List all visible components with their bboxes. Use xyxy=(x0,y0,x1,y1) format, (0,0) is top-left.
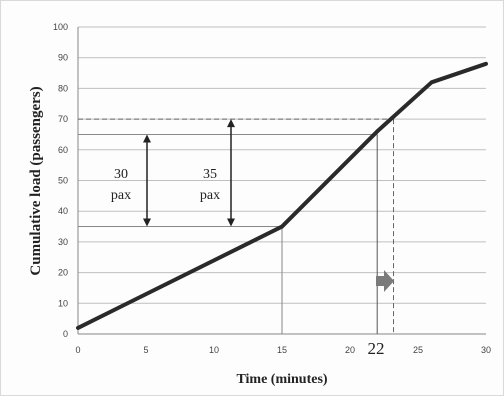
annotation-30-unit: pax xyxy=(111,188,131,203)
data-point xyxy=(430,80,434,84)
y-tick-label: 100 xyxy=(53,22,68,32)
y-tick-labels: 0 10 20 30 40 50 60 70 80 90 100 xyxy=(53,22,68,339)
x-tick-label: 20 xyxy=(345,345,355,355)
series-group xyxy=(76,61,488,330)
x-tick-label: 10 xyxy=(209,345,219,355)
x-tick-label: 30 xyxy=(481,345,491,355)
dimension-arrows xyxy=(143,119,235,227)
x-axis-title: Time (minutes) xyxy=(236,372,327,387)
y-tick-label: 70 xyxy=(58,114,68,124)
annotation-35-unit: pax xyxy=(200,188,220,203)
y-tick-label: 30 xyxy=(58,237,68,247)
x-tick-labels: 0 5 10 15 20 25 30 xyxy=(75,345,491,355)
dim-arrow-30-pax-head-top xyxy=(143,134,151,143)
y-tick-label: 80 xyxy=(58,83,68,93)
data-point xyxy=(484,62,488,66)
y-tick-label: 90 xyxy=(58,53,68,63)
annotation-30-number: 30 xyxy=(114,167,128,182)
x-tick-label: 25 xyxy=(413,345,423,355)
y-tick-label: 50 xyxy=(58,176,68,186)
x-tick-label: 0 xyxy=(75,345,80,355)
y-tick-label: 10 xyxy=(58,298,68,308)
y-tick-label: 0 xyxy=(63,329,68,339)
data-point xyxy=(280,225,284,229)
annotation-35-number: 35 xyxy=(203,167,217,182)
gridlines xyxy=(78,26,486,304)
data-point xyxy=(375,129,379,133)
right-arrow-icon xyxy=(376,270,394,292)
reference-lines xyxy=(78,118,395,334)
x-tick-label: 5 xyxy=(143,345,148,355)
y-tick-label: 20 xyxy=(58,268,68,278)
x-marker-label: 22 xyxy=(368,339,385,358)
y-tick-label: 60 xyxy=(58,145,68,155)
x-tick-label: 15 xyxy=(277,345,287,355)
y-axis-title: Cumulative load (passengers) xyxy=(28,86,44,275)
dim-arrow-30-pax-head-bottom xyxy=(143,218,151,227)
dim-arrow-35-pax-head-bottom xyxy=(227,218,235,227)
dim-arrow-35-pax-head-top xyxy=(227,119,235,128)
y-tick-label: 40 xyxy=(58,206,68,216)
data-point xyxy=(76,326,80,330)
